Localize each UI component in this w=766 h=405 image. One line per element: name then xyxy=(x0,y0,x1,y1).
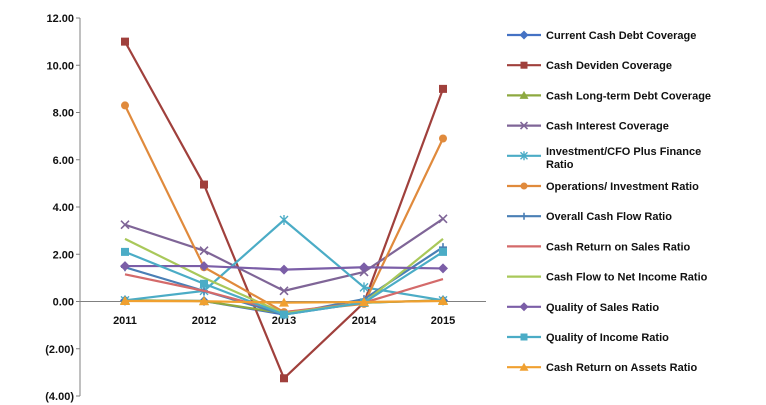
y-tick-label: 10.00 xyxy=(46,60,74,72)
legend-item: Cash Flow to Net Income Ratio xyxy=(507,272,708,284)
legend-item: Cash Deviden Coverage xyxy=(507,60,672,72)
legend-item: Cash Interest Coverage xyxy=(507,121,669,133)
legend-label: Quality of Income Ratio xyxy=(546,332,669,344)
data-point xyxy=(520,61,528,69)
data-point xyxy=(438,296,448,306)
legend-label: Investment/CFO Plus Finance Ratio xyxy=(546,146,701,171)
legend-label: Overall Cash Flow Ratio xyxy=(546,211,672,223)
data-point xyxy=(199,261,209,272)
y-tick-label: (2.00) xyxy=(45,344,74,356)
legend-item: Cash Return on Assets Ratio xyxy=(507,362,697,374)
legend-label: Cash Flow to Net Income Ratio xyxy=(546,272,708,284)
data-point xyxy=(200,180,208,189)
legend-label: Cash Return on Sales Ratio xyxy=(546,241,691,253)
y-tick-label: 6.00 xyxy=(53,155,74,167)
series-12 xyxy=(120,296,448,307)
data-point xyxy=(520,333,528,341)
legend: Current Cash Debt Coverage Cash Deviden C… xyxy=(507,30,711,374)
x-tick-label: 2015 xyxy=(431,315,455,327)
data-point xyxy=(519,362,529,371)
data-point xyxy=(200,279,208,288)
data-point xyxy=(519,121,529,130)
data-point xyxy=(279,297,289,307)
legend-label: Cash Return on Assets Ratio xyxy=(546,362,697,374)
data-point xyxy=(520,182,528,190)
data-point xyxy=(120,220,130,230)
legend-item: Quality of Income Ratio xyxy=(507,332,669,344)
data-point xyxy=(120,261,130,272)
legend-item: Cash Return on Sales Ratio xyxy=(507,241,691,253)
series-line xyxy=(124,217,444,292)
y-tick-label: 8.00 xyxy=(53,108,74,120)
data-point xyxy=(520,212,528,220)
series-line xyxy=(124,218,444,302)
data-point xyxy=(359,262,369,273)
x-tick-label: 2013 xyxy=(272,315,296,327)
data-point xyxy=(279,264,289,275)
x-tick-label: 2014 xyxy=(352,315,377,327)
y-tick-label: 12.00 xyxy=(46,13,74,25)
series-lines xyxy=(120,37,448,383)
data-point xyxy=(121,101,129,110)
legend-label: Operations/ Investment Ratio xyxy=(546,181,699,193)
data-point xyxy=(120,296,130,306)
legend-item: Cash Long-term Debt Coverage xyxy=(507,90,711,102)
data-point xyxy=(519,90,529,99)
data-point xyxy=(359,296,369,306)
data-point xyxy=(439,84,447,93)
legend-label: Cash Interest Coverage xyxy=(546,121,669,133)
data-point xyxy=(199,246,209,256)
axes: 12.00 10.00 8.00 6.00 4.00 2.00 0.00 (2.00) (4.0… xyxy=(45,13,486,403)
data-point xyxy=(438,214,448,224)
x-tick-label: 2012 xyxy=(192,315,216,327)
data-point xyxy=(439,134,447,143)
data-point xyxy=(519,302,529,312)
legend-label: Cash Deviden Coverage xyxy=(546,60,672,72)
data-point xyxy=(121,37,129,46)
legend-label: Current Cash Debt Coverage xyxy=(546,30,696,42)
data-point xyxy=(438,263,448,274)
legend-item: Operations/ Investment Ratio xyxy=(507,181,699,193)
y-tick-label: 2.00 xyxy=(53,249,74,261)
data-point xyxy=(280,374,288,383)
data-point xyxy=(199,296,209,306)
y-tick-label: 0.00 xyxy=(53,297,74,309)
y-tick-label: (4.00) xyxy=(45,391,74,403)
series-2 xyxy=(121,37,447,383)
data-point xyxy=(439,247,447,256)
data-point xyxy=(121,247,129,256)
data-point xyxy=(519,30,529,40)
legend-item: Quality of Sales Ratio xyxy=(507,302,659,314)
legend-item: Overall Cash Flow Ratio xyxy=(507,211,672,223)
series-10 xyxy=(120,261,448,275)
legend-label: Quality of Sales Ratio xyxy=(546,302,659,314)
data-point xyxy=(279,286,289,296)
data-point xyxy=(279,214,289,225)
data-point xyxy=(520,151,528,161)
data-point xyxy=(359,282,369,293)
x-tick-label: 2011 xyxy=(113,315,137,327)
legend-item: Current Cash Debt Coverage xyxy=(507,30,696,42)
legend-item: Investment/CFO Plus Finance Ratio xyxy=(507,146,701,171)
series-line xyxy=(124,41,445,380)
legend-label: Cash Long-term Debt Coverage xyxy=(546,90,711,102)
data-point xyxy=(280,310,288,319)
y-tick-label: 4.00 xyxy=(53,202,74,214)
